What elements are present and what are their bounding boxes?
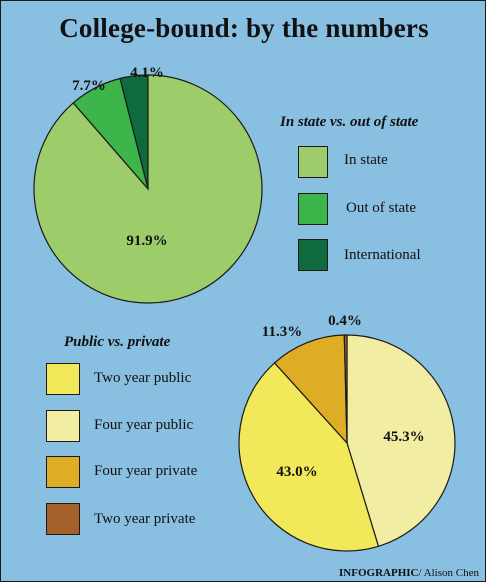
legend-label-out-of-state: Out of state [346,200,416,216]
credit-bold: INFOGRAPHIC [339,567,419,579]
data-label-four-year-public: 45.3% [383,429,424,445]
pie-slice-in-state [33,74,263,304]
pie-slice-four-year-public [346,334,456,548]
data-label-out-of-state: 7.7% [72,78,106,94]
data-label-four-year-private: 11.3% [262,324,302,340]
data-label-international: 4.1% [130,65,164,81]
legend-label-international: International [344,247,421,263]
legend-swatch-out-of-state [298,193,328,225]
pie-slice-two-year-public [238,362,380,552]
legend-swatch-international [298,239,328,271]
data-label-two-year-public: 43.0% [276,464,317,480]
legend-label-four-year-public: Four year public [94,417,194,433]
legend-label-two-year-private: Two year private [94,511,196,527]
page-title: College-bound: by the numbers [59,13,429,43]
legend-label-two-year-public: Two year public [94,370,192,386]
legend-swatch-two-year-private [46,503,80,535]
credit-author: / Alison Chen [418,567,479,579]
legend-swatch-two-year-public [46,363,80,395]
legend-label-four-year-private: Four year private [94,463,198,479]
pie-slice-four-year-private [273,334,348,445]
pie-slice-two-year-private [343,334,348,444]
data-label-two-year-private: 0.4% [328,313,362,329]
legend-swatch-in-state [298,146,328,178]
legend-title-location: In state vs. out of state [280,114,419,130]
credit-line: INFOGRAPHIC/ Alison Chen [339,567,479,579]
legend-swatch-four-year-public [46,410,80,442]
legend-title-type: Public vs. private [64,334,171,350]
data-label-in-state: 91.9% [126,233,167,249]
pie-chart-2 [238,334,456,552]
legend-label-in-state: In state [344,152,388,168]
legend-swatch-four-year-private [46,456,80,488]
pie-chart-1 [33,74,263,304]
